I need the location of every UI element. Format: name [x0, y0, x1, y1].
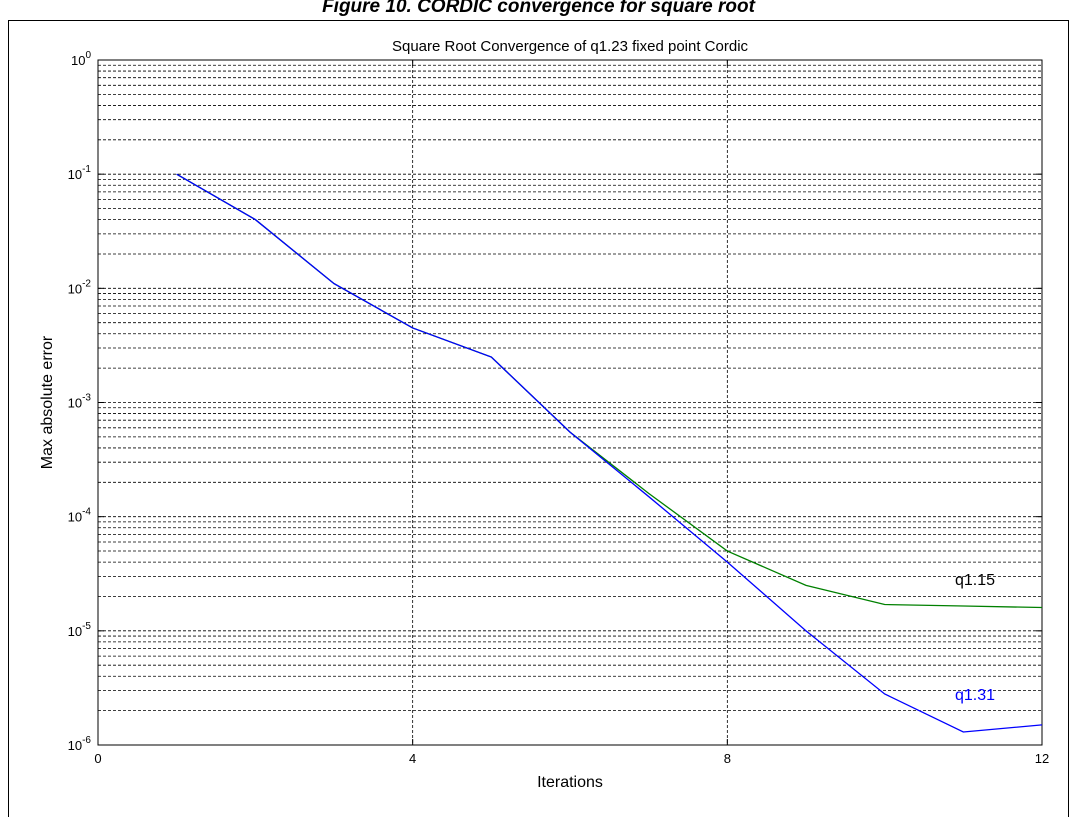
y-tick-base: 10: [68, 738, 82, 753]
y-tick-label: 10-2: [68, 278, 92, 296]
x-axis-label: Iterations: [537, 774, 603, 791]
series-label-q1-31: q1.31: [955, 687, 995, 704]
y-tick-label: 10-6: [68, 735, 92, 753]
series-line-q1-15: [176, 173, 1043, 609]
y-tick-exponent: 0: [85, 50, 91, 61]
x-tick-label: 0: [94, 751, 101, 766]
y-tick-base: 10: [68, 510, 82, 525]
series-layer: [176, 173, 1043, 733]
y-tick-exponent: -6: [82, 735, 91, 746]
y-tick-label: 10-4: [68, 507, 92, 525]
y-tick-base: 10: [68, 167, 82, 182]
y-axis-label: Max absolute error: [39, 335, 56, 469]
y-tick-label: 10-5: [68, 621, 92, 639]
figure-caption: Figure 10. CORDIC convergence for square…: [322, 0, 755, 17]
y-tick-label: 10-3: [68, 393, 92, 411]
figure-frame: [8, 20, 1069, 817]
y-tick-exponent: -5: [82, 621, 91, 632]
series-line-q1-31: [176, 173, 1043, 733]
x-tick-label: 12: [1035, 751, 1049, 766]
y-tick-exponent: -3: [82, 393, 91, 404]
y-tick-exponent: -4: [82, 507, 91, 518]
y-tick-exponent: -2: [82, 278, 91, 289]
y-tick-base: 10: [71, 53, 85, 68]
y-tick-label: 10-1: [68, 164, 92, 182]
y-tick-base: 10: [68, 396, 82, 411]
y-tick-base: 10: [68, 624, 82, 639]
x-tick-label: 4: [409, 751, 416, 766]
y-tick-exponent: -1: [82, 164, 91, 175]
series-label-q1-15: q1.15: [955, 572, 995, 589]
x-tick-label: 8: [724, 751, 731, 766]
y-tick-base: 10: [68, 281, 82, 296]
grid-layer: [98, 60, 1042, 745]
chart-title: Square Root Convergence of q1.23 fixed p…: [392, 38, 749, 55]
y-tick-label: 100: [71, 50, 91, 68]
